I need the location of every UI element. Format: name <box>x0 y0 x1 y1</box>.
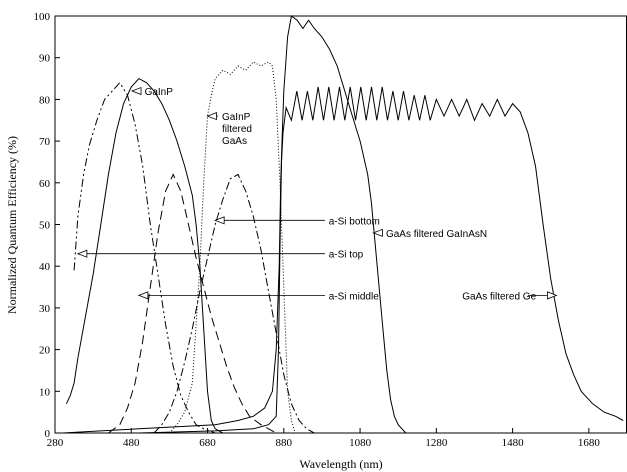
label-asi-top: a-Si top <box>76 249 364 261</box>
x-tick-label: 1480 <box>502 437 525 449</box>
annotation-arrow-head <box>372 228 383 237</box>
annotation-text: GaAs filtered GaInAsN <box>386 229 487 240</box>
annotation-text: GaAs <box>222 136 247 147</box>
x-axis-title: Wavelength (nm) <box>299 457 382 471</box>
label-gaas-filtered-gainasn: GaAs filtered GaInAsN <box>372 228 487 240</box>
annotation-arrow-head <box>206 111 217 121</box>
annotation-text: GaAs filtered Ge <box>462 291 536 302</box>
y-tick-label: 50 <box>39 220 51 232</box>
y-tick-label: 30 <box>39 303 51 315</box>
series-gaas-filtered-ge <box>55 86 624 434</box>
series-gainp-filtered-gaas <box>169 61 296 434</box>
x-tick-label: 680 <box>199 437 216 449</box>
annotation-arrow-head <box>547 291 558 300</box>
x-tick-label: 280 <box>47 437 64 449</box>
annotation-text: GaInP <box>222 112 251 123</box>
annotation-arrow-head <box>76 249 88 258</box>
x-tick-label: 1080 <box>349 437 372 449</box>
y-axis-title: Normalized Quantum Efficiency (%) <box>5 136 19 314</box>
y-tick-label: 100 <box>34 11 51 23</box>
curves <box>55 15 624 434</box>
annotation-text: a-Si top <box>329 250 364 261</box>
y-tick-label: 90 <box>39 53 51 65</box>
series-a-si-bottom <box>153 173 315 434</box>
y-tick-label: 20 <box>39 345 51 357</box>
series-a-si-top <box>73 81 216 434</box>
series-a-si-middle <box>108 173 277 434</box>
x-tick-label: 1280 <box>425 437 448 449</box>
y-tick-label: 0 <box>45 428 51 440</box>
y-tick-label: 80 <box>39 94 51 106</box>
axes: 280 480 680 880 1080 1280 1480 1680 0 10 20 30 40 50 6… <box>34 11 627 449</box>
x-tick-label: 480 <box>123 437 140 449</box>
annotation-arrow-head <box>130 86 142 96</box>
y-tick-label: 70 <box>39 136 51 148</box>
annotation-arrow-head <box>214 216 225 225</box>
x-tick-label: 880 <box>276 437 293 449</box>
series-gaas-filtered-gainasn <box>62 15 407 434</box>
label-asi-bottom: a-Si bottom <box>214 216 380 227</box>
label-gainp: GaInP <box>130 86 174 98</box>
annotation-arrow-head <box>137 291 149 300</box>
annotation-text: filtered <box>222 124 252 135</box>
label-gaas-filtered-ge: GaAs filtered Ge <box>462 291 558 302</box>
y-tick-label: 40 <box>39 261 51 273</box>
y-tick-label: 10 <box>39 386 51 398</box>
series-gainp <box>65 77 224 434</box>
annotation-text: GaInP <box>145 87 174 98</box>
x-tick-label: 1680 <box>578 437 601 449</box>
annotation-text: a-Si bottom <box>329 216 380 227</box>
y-tick-label: 60 <box>39 178 51 190</box>
annotation-text: a-Si middle <box>329 291 379 302</box>
label-asi-middle: a-Si middle <box>137 291 379 302</box>
